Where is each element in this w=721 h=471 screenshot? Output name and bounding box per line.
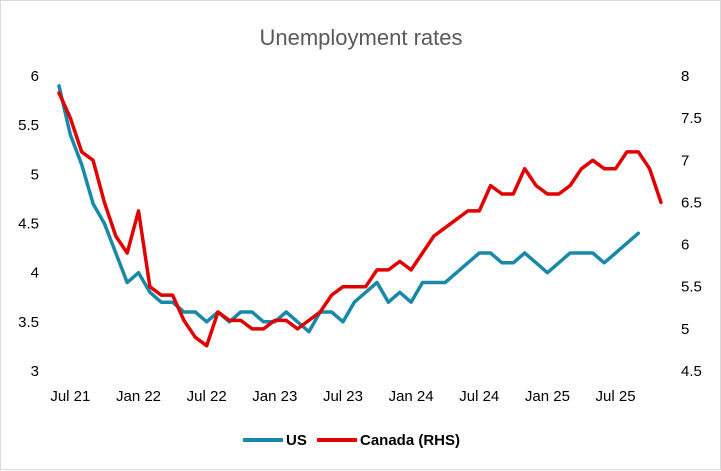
right-tick-label: 8 [681,68,689,85]
x-tick-label: Jul 24 [459,388,499,405]
series-line [57,91,663,348]
legend-label: US [286,432,307,449]
right-tick-label: 6 [681,237,689,254]
chart-title: Unemployment rates [260,25,463,50]
series-layer [57,84,663,348]
x-tick-label: Jul 21 [50,388,90,405]
left-tick-label: 4 [31,265,39,282]
left-tick-label: 5 [31,166,39,183]
x-tick-label: Jan 25 [525,388,570,405]
right-tick-label: 6.5 [681,194,702,211]
right-tick-label: 7.5 [681,110,702,127]
left-tick-label: 3.5 [18,314,39,331]
right-axis: 4.5 5 5.5 6 6.5 7 7.5 8 [681,68,702,380]
x-tick-label: Jul 25 [596,388,636,405]
left-tick-label: 6 [31,68,39,85]
left-tick-label: 3 [31,363,39,380]
left-tick-label: 5.5 [18,117,39,134]
right-tick-label: 5 [681,321,689,338]
legend-label: Canada (RHS) [360,432,460,449]
x-tick-label: Jul 23 [323,388,363,405]
right-tick-label: 4.5 [681,363,702,380]
x-tick-label: Jul 22 [187,388,227,405]
right-tick-label: 7 [681,152,689,169]
left-tick-label: 4.5 [18,216,39,233]
right-tick-label: 5.5 [681,279,702,296]
legend: US Canada (RHS) [243,432,460,449]
x-tick-label: Jan 23 [252,388,297,405]
series-line [57,84,641,334]
x-tick-label: Jan 24 [389,388,434,405]
x-axis: Jul 21 Jan 22 Jul 22 Jan 23 Jul 23 Jan 24 Jul … [50,388,635,405]
left-axis: 3 3.5 4 4.5 5 5.5 6 [18,68,39,380]
x-tick-label: Jan 22 [116,388,161,405]
